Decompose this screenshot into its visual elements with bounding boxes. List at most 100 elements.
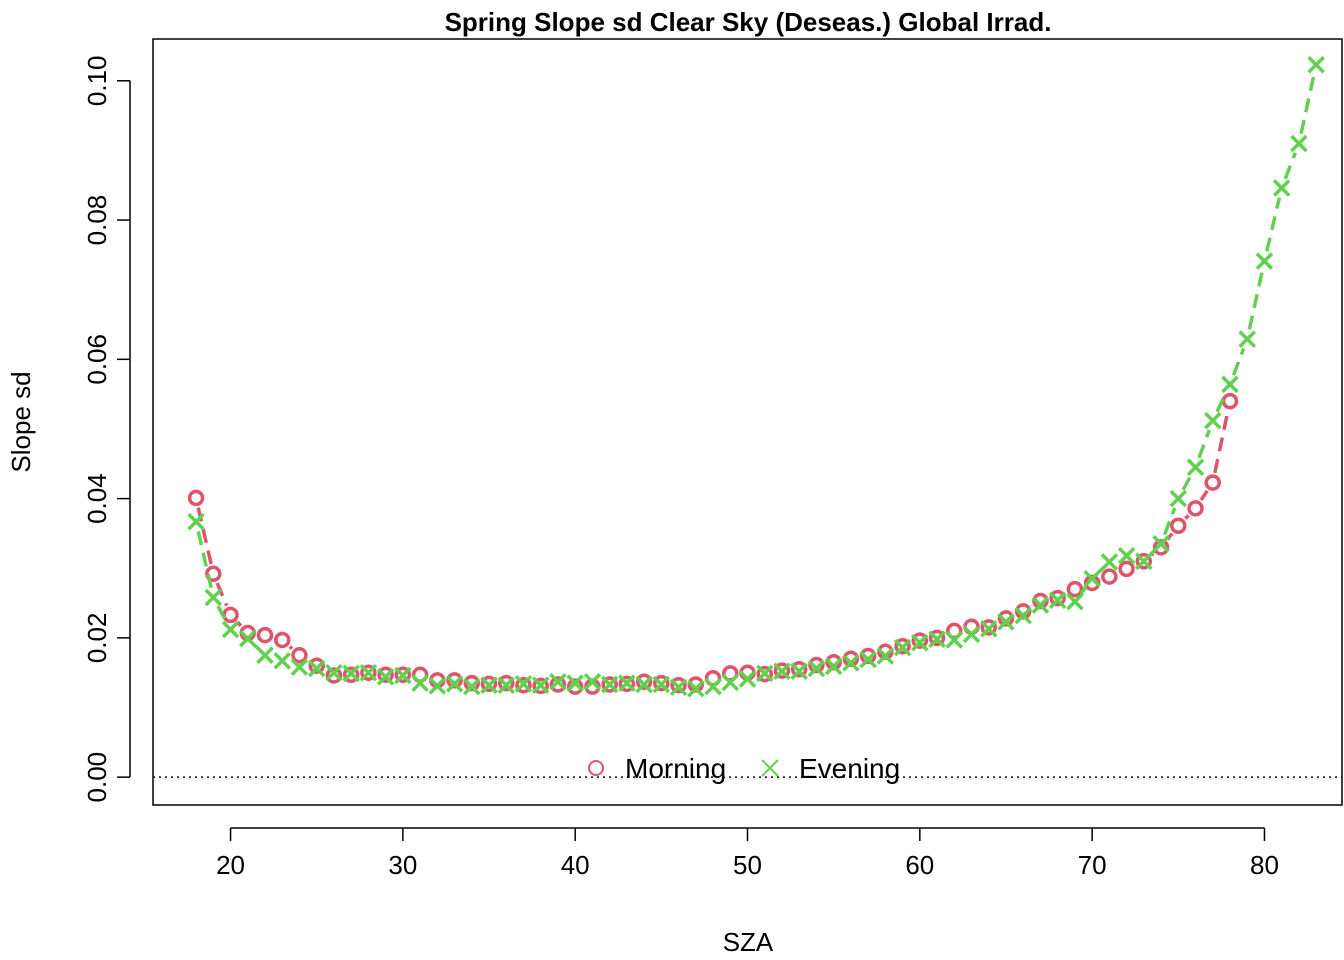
- series-segment: [253, 644, 260, 650]
- data-point: [1049, 589, 1066, 607]
- data-point: [360, 664, 377, 681]
- data-point: [894, 637, 911, 655]
- data-point: [376, 668, 395, 686]
- y-tick-label: 0.04: [82, 473, 112, 524]
- data-point: [583, 673, 602, 691]
- data-point: [980, 620, 998, 638]
- series-segment: [196, 530, 213, 589]
- plot-area-frame: [152, 38, 1343, 806]
- data-point: [394, 666, 412, 685]
- series-segment: [288, 645, 294, 650]
- series-segment: [1149, 549, 1156, 556]
- data-point: [445, 675, 464, 693]
- data-point: [859, 647, 877, 665]
- data-point: [738, 670, 757, 688]
- data-point: [325, 663, 343, 682]
- data-point: [549, 673, 567, 691]
- x-tick-label: 20: [216, 850, 245, 880]
- data-point: [1221, 392, 1239, 410]
- x-tick-label: 60: [905, 850, 934, 880]
- data-point: [514, 675, 533, 693]
- data-point: [1135, 552, 1153, 571]
- x-tick-label: 30: [388, 850, 417, 880]
- y-tick-label: 0.08: [82, 195, 112, 246]
- data-point: [687, 679, 705, 698]
- data-point: [1100, 553, 1119, 571]
- data-point: [1031, 596, 1050, 614]
- data-point: [428, 677, 447, 695]
- data-point: [549, 676, 567, 693]
- data-point: [1204, 474, 1222, 491]
- data-point: [290, 658, 309, 676]
- y-tick-label: 0.06: [82, 334, 112, 385]
- series-segment: [1299, 74, 1316, 135]
- data-point: [1186, 458, 1205, 477]
- data-point: [807, 659, 826, 678]
- data-point: [1152, 535, 1170, 553]
- data-point: [256, 626, 274, 644]
- data-point: [273, 652, 291, 670]
- data-point: [962, 625, 981, 644]
- legend-morning-label: Morning: [625, 753, 726, 784]
- series-layer: [187, 56, 1325, 698]
- data-point: [497, 676, 515, 694]
- y-axis-label: Slope sd: [6, 371, 36, 472]
- data-point: [531, 676, 550, 694]
- data-point: [618, 675, 636, 693]
- data-point: [187, 512, 205, 531]
- data-point: [566, 678, 584, 695]
- data-point: [463, 677, 481, 696]
- data-point: [773, 662, 791, 679]
- data-point: [273, 631, 291, 649]
- data-point: [669, 678, 688, 697]
- data-point: [1066, 580, 1084, 598]
- data-point: [205, 565, 222, 583]
- axes: 20 30 40 50 60 70 80 0.00 0.02 0.04 0.06 0.08 0.10: [82, 55, 1279, 880]
- x-tick-label: 80: [1250, 850, 1279, 880]
- data-point: [498, 674, 515, 692]
- data-point: [256, 646, 274, 665]
- data-point: [980, 619, 997, 636]
- data-point: [911, 634, 929, 652]
- data-point: [1204, 411, 1222, 430]
- series-segment: [1247, 270, 1265, 330]
- x-axis-label: SZA: [723, 927, 774, 957]
- series-segment: [1283, 152, 1297, 180]
- data-point: [342, 666, 360, 684]
- data-point: [1152, 539, 1170, 556]
- data-point: [1255, 252, 1274, 270]
- data-point: [566, 674, 584, 692]
- data-point: [928, 630, 946, 649]
- data-point: [790, 660, 808, 678]
- data-point: [1238, 330, 1256, 348]
- data-point: [911, 632, 929, 649]
- data-point: [532, 677, 549, 695]
- data-point: [480, 676, 498, 694]
- data-point: [1118, 560, 1135, 578]
- data-point: [1101, 568, 1118, 585]
- data-point: [755, 664, 774, 683]
- data-point: [342, 664, 360, 683]
- series-segment: [215, 582, 229, 607]
- data-point: [222, 606, 239, 624]
- data-point: [1187, 500, 1204, 517]
- data-point: [601, 676, 618, 693]
- y-tick-label: 0.10: [82, 55, 112, 106]
- data-point: [824, 657, 843, 676]
- series-segment: [216, 605, 228, 622]
- series-segment: [1213, 410, 1230, 474]
- data-point: [808, 656, 825, 674]
- data-point: [704, 677, 722, 696]
- data-point: [394, 666, 412, 684]
- data-point: [722, 665, 739, 682]
- series-morning: [187, 392, 1239, 695]
- data-point: [480, 675, 498, 693]
- series-segment: [1079, 585, 1088, 595]
- data-point: [1272, 179, 1291, 197]
- data-point: [1290, 134, 1308, 153]
- series-segment: [1231, 347, 1246, 376]
- x-tick-label: 70: [1078, 850, 1107, 880]
- data-point: [446, 672, 463, 689]
- data-point: [463, 674, 481, 692]
